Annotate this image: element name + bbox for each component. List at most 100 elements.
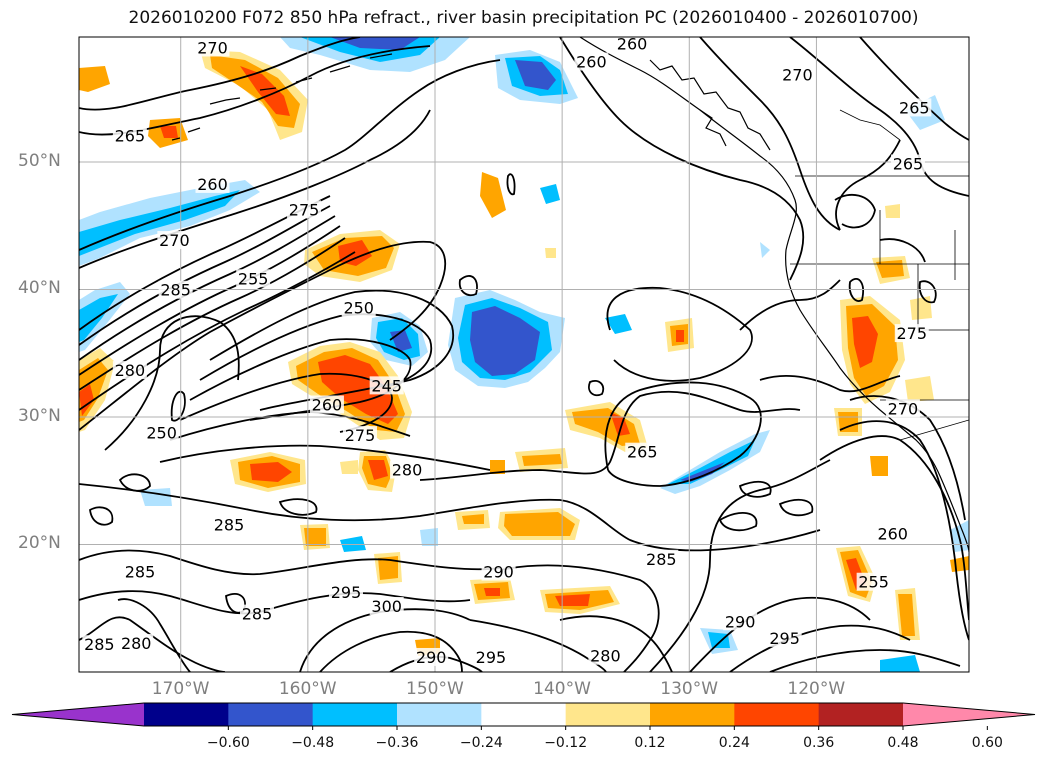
contour-label-bg <box>236 269 271 288</box>
map-border <box>78 36 970 673</box>
latitude-label: 50°N <box>18 150 61 171</box>
contour-label-bg <box>767 628 802 647</box>
latitude-label: 20°N <box>18 533 61 554</box>
contour-label: 290 <box>725 612 756 631</box>
contour-label-bg <box>574 52 609 71</box>
contour-label: 295 <box>331 583 362 602</box>
contour-label: 260 <box>312 396 343 415</box>
contour-label: 270 <box>782 65 813 84</box>
longitude-label: 160°W <box>278 679 337 699</box>
contour-label-bg <box>212 515 247 534</box>
colorbar-tick-label: 0.24 <box>718 735 750 751</box>
coastlines <box>171 37 969 553</box>
contour-label-bg <box>287 200 322 219</box>
longitude-label: 130°W <box>660 679 719 699</box>
contour-label-bg <box>369 596 404 615</box>
contour-label-bg <box>112 126 147 145</box>
contour-label-bg <box>473 647 508 666</box>
contour-label: 285 <box>242 605 273 624</box>
latitude-label: 30°N <box>18 405 61 426</box>
contour-label-bg <box>157 231 192 250</box>
contour-label: 285 <box>125 563 156 582</box>
longitude-label: 140°W <box>533 679 591 699</box>
contour-label-bg <box>144 423 179 442</box>
contour-label: 300 <box>371 597 402 616</box>
contour-labels: 2702652602702752852552502802452502602752… <box>82 35 932 667</box>
contour-label-bg <box>342 426 377 445</box>
contour-label: 285 <box>214 515 245 534</box>
contour-label-bg <box>341 298 376 317</box>
contour-label-bg <box>240 604 274 623</box>
colorbar-swatch <box>481 703 567 726</box>
contour-label: 265 <box>899 98 930 117</box>
colorbar-swatch <box>818 703 904 726</box>
contour-label-bg <box>875 524 910 543</box>
contour-label: 260 <box>877 524 908 543</box>
contour-label-bg <box>894 324 929 343</box>
contour-label: 250 <box>343 299 374 318</box>
contour-label: 265 <box>627 443 658 462</box>
longitude-label: 150°W <box>406 679 464 699</box>
contour-label-bg <box>369 376 404 395</box>
colorbar-tick-label: 0.36 <box>803 735 835 751</box>
contour-label: 280 <box>121 634 152 653</box>
contour-label: 270 <box>159 231 190 250</box>
colorbar-tick-label: 0.48 <box>887 735 919 751</box>
contour-label-bg <box>856 572 891 591</box>
map-title: 2026010200 F072 850 hPa refract., river … <box>128 8 919 28</box>
contour-label-bg <box>481 562 516 581</box>
contour-label: 255 <box>858 573 889 592</box>
contour-label: 280 <box>115 361 146 380</box>
colorbar-swatch <box>650 703 735 726</box>
colorbar-tick-label: 0.60 <box>971 735 1003 751</box>
contour-label: 285 <box>160 281 191 300</box>
contour-label-bg <box>885 399 920 418</box>
colorbar-tick-label: −0.60 <box>206 735 250 751</box>
neg-band-west2 <box>79 282 130 352</box>
colorbar-outline <box>11 702 1036 727</box>
contour-label-bg <box>897 98 932 117</box>
negative-anomaly-shading <box>79 37 969 672</box>
colorbar-tick-label: 0.12 <box>634 735 666 751</box>
contour-label: 290 <box>483 563 514 582</box>
contour-label: 270 <box>197 38 228 57</box>
contour-label-bg <box>195 38 230 57</box>
colorbar <box>11 702 1036 730</box>
contour-label: 270 <box>888 399 919 418</box>
contour-label: 260 <box>197 175 228 194</box>
contour-label-bg <box>195 174 230 193</box>
contour-label: 285 <box>646 550 677 569</box>
contour-label-bg <box>123 562 158 581</box>
colorbar-swatch <box>228 703 314 726</box>
colorbar-swatch <box>144 703 229 726</box>
contour-label: 250 <box>146 424 177 443</box>
contour-label: 285 <box>84 635 115 654</box>
contour-label-bg <box>119 633 154 652</box>
contour-label: 275 <box>289 200 320 219</box>
colorbar-extend-high <box>903 703 1035 726</box>
contour-label-bg <box>414 647 449 666</box>
contour-label-bg <box>390 460 425 479</box>
colorbar-tick-label: −0.24 <box>459 735 503 751</box>
contour-label: 245 <box>371 376 402 395</box>
contour-label-bg <box>309 395 344 414</box>
contour-label-bg <box>644 549 679 568</box>
contour-label: 280 <box>590 647 621 666</box>
contour-label: 295 <box>769 629 800 648</box>
colorbar-swatch <box>565 703 651 726</box>
contour-label-bg <box>625 442 660 461</box>
contour-label: 295 <box>476 648 507 667</box>
colorbar-tick-label: −0.12 <box>544 735 588 751</box>
latitude-label: 40°N <box>18 278 61 299</box>
colorbar-swatch <box>312 703 398 726</box>
contour-label: 260 <box>617 35 648 54</box>
colorbar-tick-label: −0.48 <box>291 735 335 751</box>
contour-label-bg <box>588 646 623 665</box>
contour-label: 280 <box>392 461 423 480</box>
positive-anomaly-shading <box>79 50 969 656</box>
contour-label-bg <box>158 280 193 299</box>
colorbar-swatch <box>734 703 820 726</box>
longitude-label: 170°W <box>151 679 210 699</box>
contour-label: 265 <box>115 126 146 145</box>
